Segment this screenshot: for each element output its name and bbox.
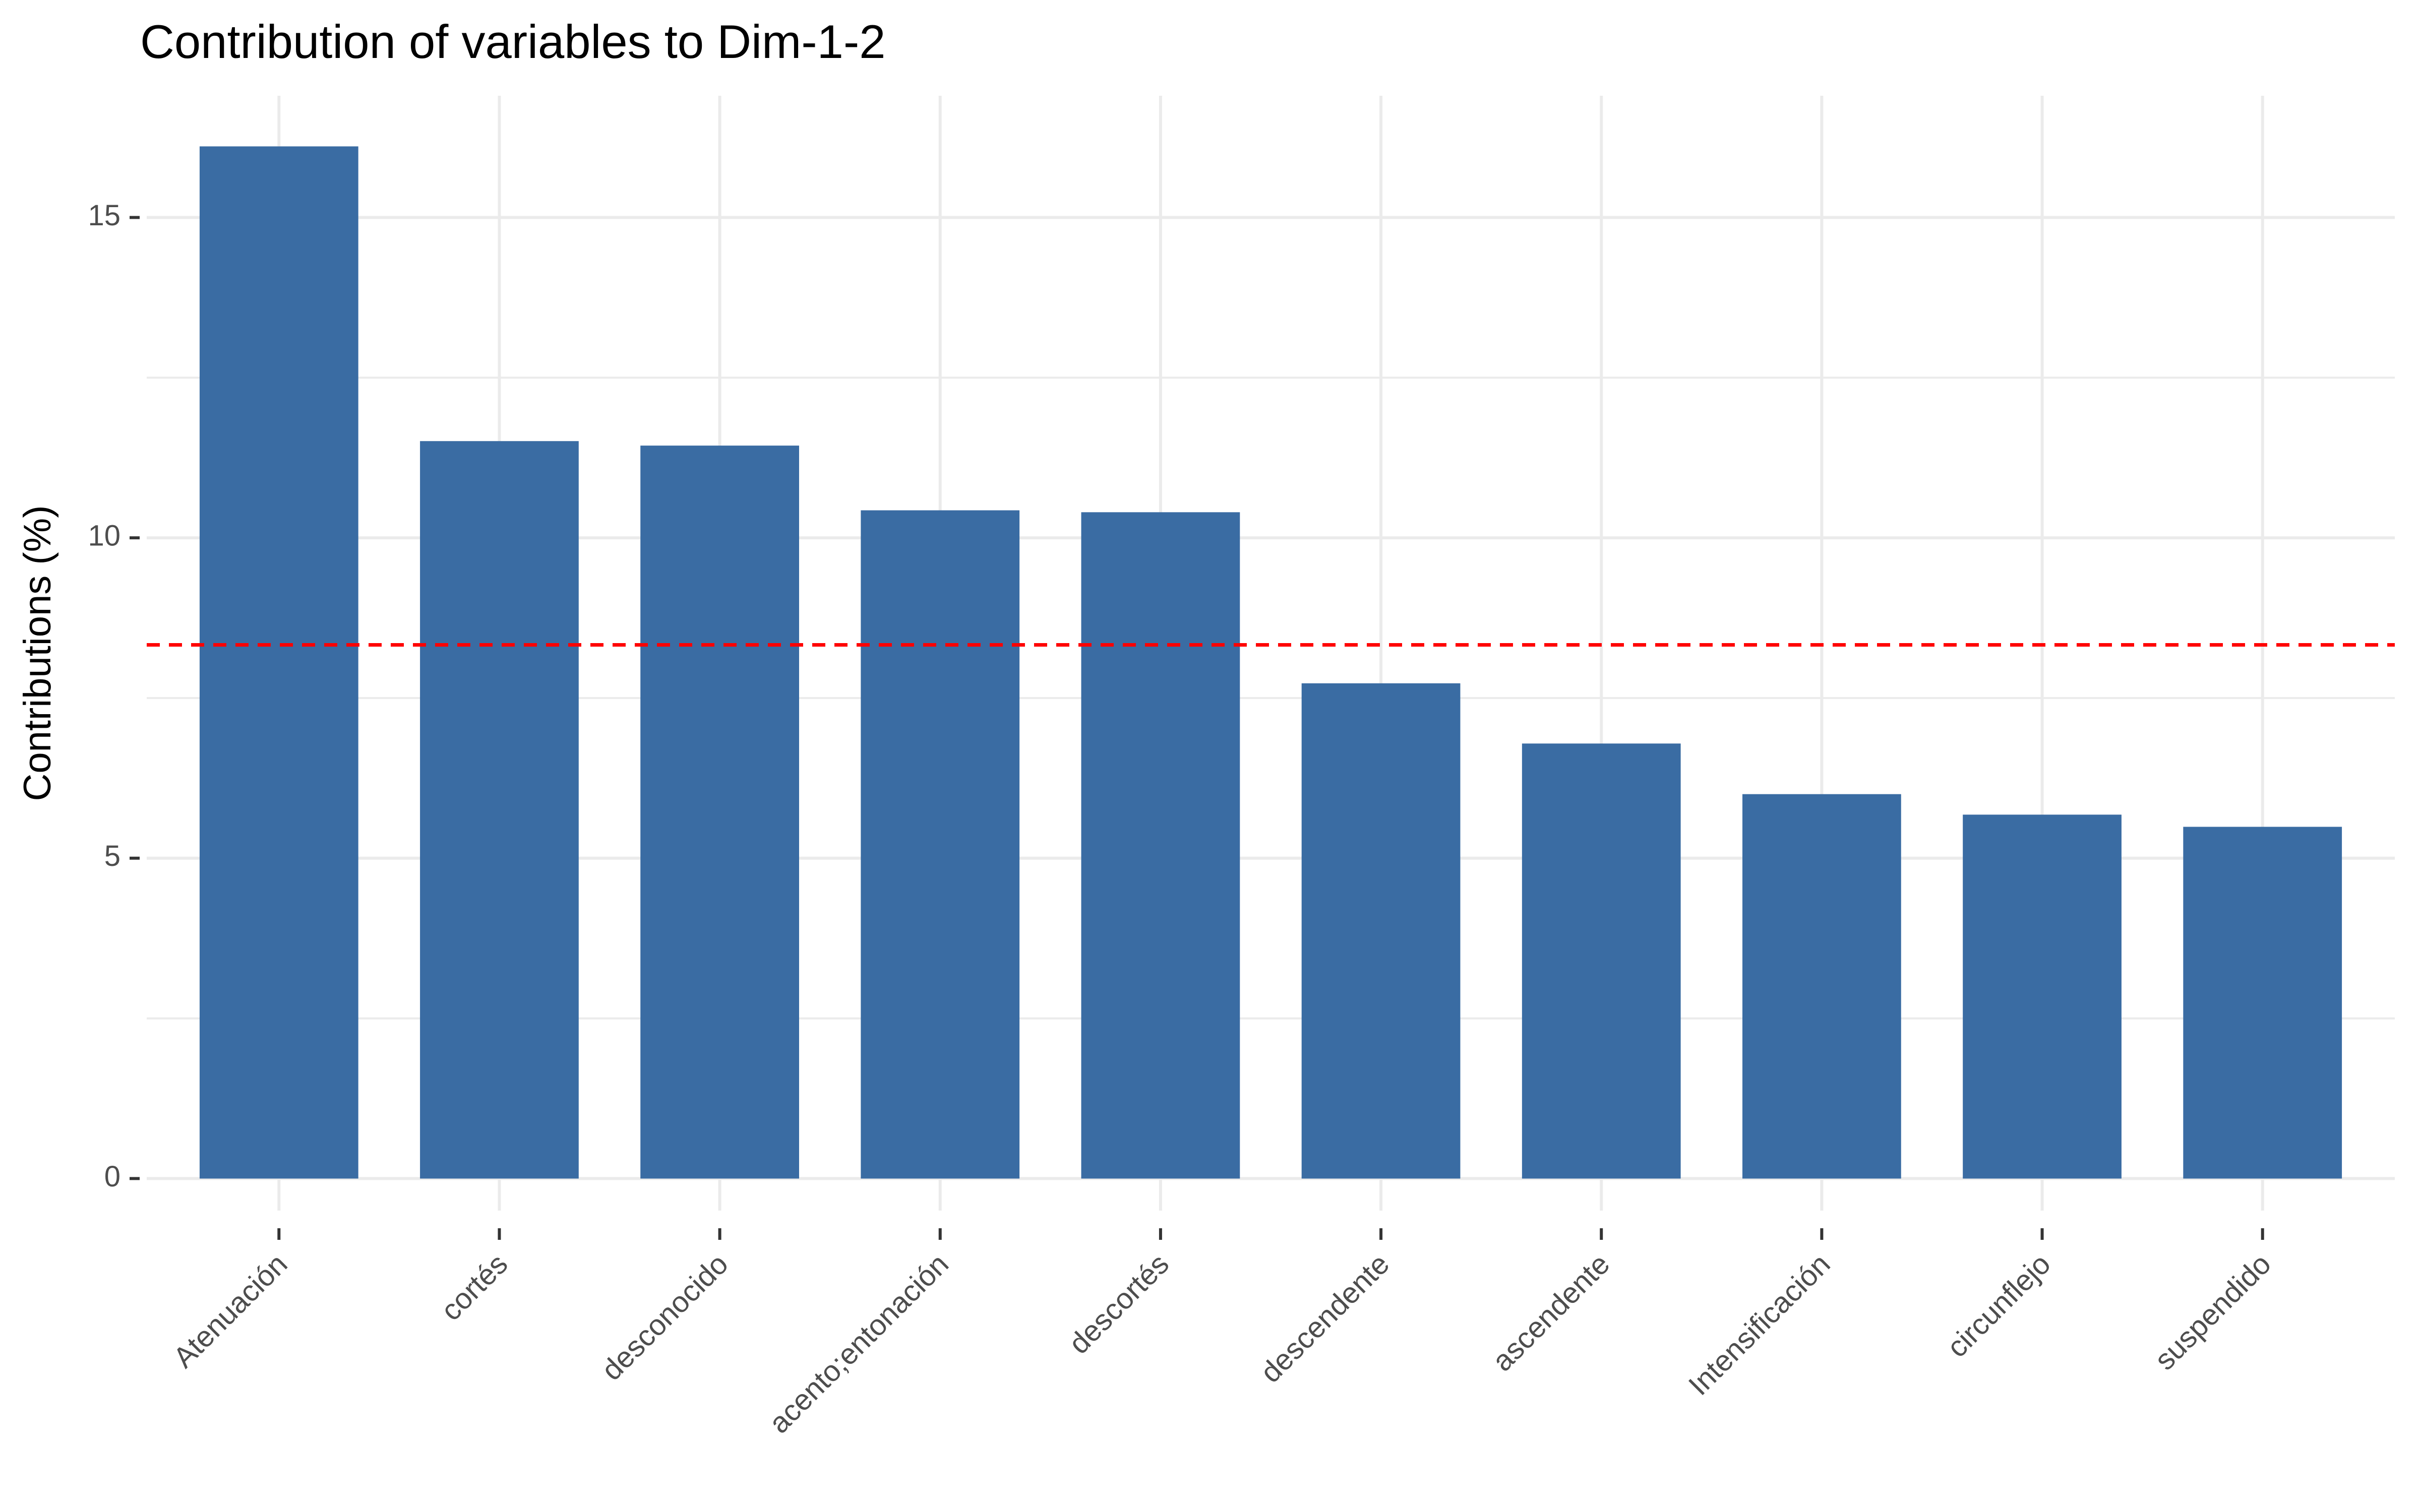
y-tick-label: 15 [88,199,120,232]
x-tick-label: circunflejo [1941,1247,2057,1364]
bar [420,441,579,1179]
bar [640,446,799,1179]
y-axis-title: Contributions (%) [16,505,59,801]
bar [2183,827,2342,1179]
bar [199,146,358,1179]
x-tick-label: suspendido [2148,1247,2277,1376]
x-tick-label: cortés [435,1247,514,1327]
x-tick-label: ascendente [1486,1247,1616,1377]
bar [1301,683,1461,1179]
bar [1742,794,1901,1179]
bar [1522,743,1681,1179]
chart-title: Contribution of variables to Dim-1-2 [140,15,886,68]
x-tick-label: acento;entonación [763,1247,955,1439]
x-tick-label: descortés [1062,1247,1175,1360]
bar [1081,512,1240,1179]
x-tick-label: desconocido [595,1247,735,1387]
x-tick-label: descendente [1254,1247,1396,1389]
bar [861,510,1020,1179]
y-tick-label: 10 [88,520,120,552]
x-tick-label: Intensificación [1682,1247,1837,1402]
y-tick-label: 5 [104,840,120,872]
y-tick-label: 0 [104,1160,120,1193]
x-tick-label: Atenuación [167,1247,293,1374]
bar [1963,814,2122,1179]
